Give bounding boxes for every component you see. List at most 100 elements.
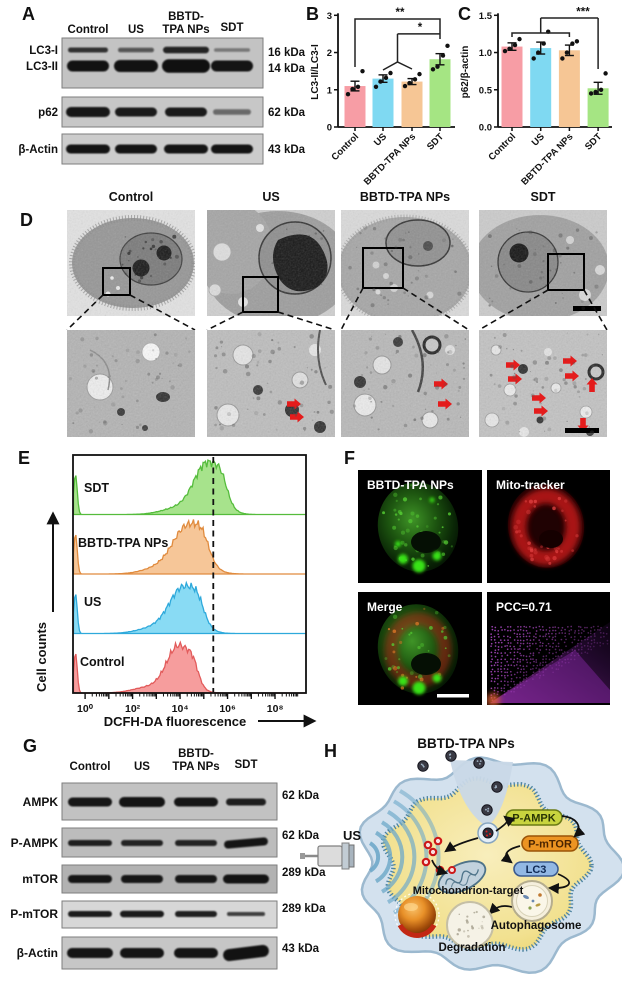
panel-h-label: H — [324, 741, 337, 761]
h-us-label: US — [343, 828, 361, 843]
ros-dots — [421, 836, 445, 875]
svg-text:0.5: 0.5 — [479, 85, 493, 96]
ultrasound-transducer — [300, 842, 355, 870]
g-row-mtor: mTOR — [22, 872, 58, 886]
f-label-mitotracker: Mito-tracker — [496, 478, 565, 492]
svg-text:SDT: SDT — [583, 131, 604, 152]
g-mw-43: 43 kDa — [282, 943, 320, 955]
panel-f: F BBTD-TPA NPs Mi — [344, 448, 610, 705]
mito-target-nanoparticle — [394, 892, 440, 939]
tem-control-cell — [67, 210, 195, 316]
lane-header-bbtd-2: TPA NPs — [162, 24, 209, 36]
pcc-scatter-image — [487, 592, 610, 705]
svg-text:1.0: 1.0 — [479, 48, 492, 59]
svg-text:*: * — [418, 22, 423, 34]
panel-h: H BBTD-TPA NPs US P-AMPK P-mTOR LC — [300, 736, 622, 974]
f-label-pcc: PCC=0.71 — [496, 600, 552, 614]
pathway-arrows — [431, 815, 586, 915]
svg-text:LC3: LC3 — [526, 864, 547, 876]
b-y-axis-label: LC3-II/LC3-I — [310, 44, 321, 100]
e-x-axis-label: DCFH-DA fluorescence — [104, 714, 247, 729]
blot-bands-g — [67, 797, 269, 962]
panel-f-label: F — [344, 448, 355, 468]
panel-g-label: G — [23, 736, 37, 756]
autophagosome — [511, 880, 553, 922]
blot-bands-a — [66, 46, 253, 154]
tem-sdt-inset — [479, 330, 607, 437]
lane-header-control: Control — [68, 24, 109, 36]
scale-bar — [573, 306, 601, 311]
c-y-axis-label: p62/β-actin — [460, 46, 471, 99]
nanoparticles — [417, 750, 503, 816]
mw-label-16: 16 kDa — [268, 47, 306, 59]
svg-text:3: 3 — [327, 11, 332, 22]
dcfh-histograms — [72, 454, 307, 699]
tem-bbtd-inset — [341, 330, 469, 437]
panel-e: E SDT BBTD-TPA NPs US Control 10⁰ 10² 10… — [18, 448, 317, 729]
e-xtick-2: 10² — [125, 703, 141, 715]
panel-b-label: B — [306, 4, 319, 24]
g-row-pmtor: P-mTOR — [10, 907, 58, 921]
roi-connector-lines — [66, 287, 608, 331]
e-series-label-control: Control — [80, 655, 124, 669]
g-lane-header-us: US — [134, 761, 150, 773]
tem-sdt-cell — [479, 210, 607, 316]
svg-text:BBTD-TPA NPs: BBTD-TPA NPs — [519, 131, 575, 187]
svg-text:US: US — [372, 131, 389, 148]
svg-text:1.5: 1.5 — [479, 11, 493, 22]
g-mw-62a: 62 kDa — [282, 790, 320, 802]
e-series-label-us: US — [84, 595, 101, 609]
tem-bbtd-cell — [341, 210, 469, 316]
lane-header-bbtd-1: BBTD- — [168, 11, 204, 23]
svg-text:0: 0 — [327, 123, 332, 134]
lane-header-us: US — [128, 24, 144, 36]
scale-bar — [565, 428, 599, 433]
ros-dot-on-mito — [448, 866, 456, 874]
p-ampk-badge: P-AMPK — [505, 809, 563, 826]
panel-e-label: E — [18, 448, 30, 468]
panel-c: C p62/β-actin 0.0 0.5 1.0 1.5 Control USBBTD-… — [458, 4, 612, 188]
lane-header-sdt: SDT — [221, 22, 244, 34]
fluor-merge-image — [358, 592, 482, 705]
g-mw-62b: 62 kDa — [282, 830, 320, 842]
row-label-lc3i: LC3-I — [29, 45, 58, 57]
svg-text:Control: Control — [329, 131, 361, 163]
g-row-actin: β-Actin — [17, 946, 58, 960]
p-mtor-badge: P-mTOR — [521, 835, 579, 852]
g-mw-289a: 289 kDa — [282, 867, 326, 879]
svg-text:1: 1 — [327, 85, 333, 96]
tem-roi-box — [242, 276, 279, 313]
g-mw-289b: 289 kDa — [282, 903, 326, 915]
panel-d: D Control US BBTD-TPA NPs SDT — [20, 190, 608, 437]
e-series-label-bbtd: BBTD-TPA NPs — [78, 536, 168, 550]
e-xtick-0: 10⁰ — [77, 703, 94, 715]
tem-roi-box — [362, 247, 404, 289]
h-autophagosome-label: Autophagosome — [491, 920, 582, 932]
svg-text:0.0: 0.0 — [479, 123, 492, 134]
row-label-actin: β-Actin — [18, 144, 58, 156]
mw-label-43: 43 kDa — [268, 144, 306, 156]
h-title: BBTD-TPA NPs — [417, 736, 515, 751]
g-lane-header-bbtd-1: BBTD- — [178, 748, 214, 760]
fluor-bbtd-image — [358, 470, 482, 583]
nanoparticle-in-vesicle — [482, 827, 494, 839]
row-label-lc3ii: LC3-II — [26, 61, 58, 73]
panel-g: G Control US BBTD- TPA NPs SDT AMPK P-AM… — [10, 736, 326, 970]
panel-a: A Control US BBTD- TPA NPs SDT LC3-I LC3… — [18, 4, 306, 165]
svg-text:2: 2 — [327, 48, 332, 59]
cell-inner-membrane — [380, 776, 594, 952]
panel-a-label: A — [22, 4, 35, 24]
tem-us-inset — [207, 330, 335, 437]
fluor-mitotracker-image — [487, 470, 610, 583]
svg-text:**: ** — [396, 7, 405, 19]
tem-us-cell — [207, 210, 335, 316]
svg-text:Control: Control — [486, 131, 518, 163]
e-xtick-8: 10⁸ — [267, 703, 284, 715]
h-degradation-label: Degradation — [438, 942, 505, 954]
svg-text:US: US — [530, 131, 547, 148]
d-header-sdt: SDT — [531, 190, 556, 204]
h-mito-label: Mitochondrion-target — [413, 885, 524, 897]
